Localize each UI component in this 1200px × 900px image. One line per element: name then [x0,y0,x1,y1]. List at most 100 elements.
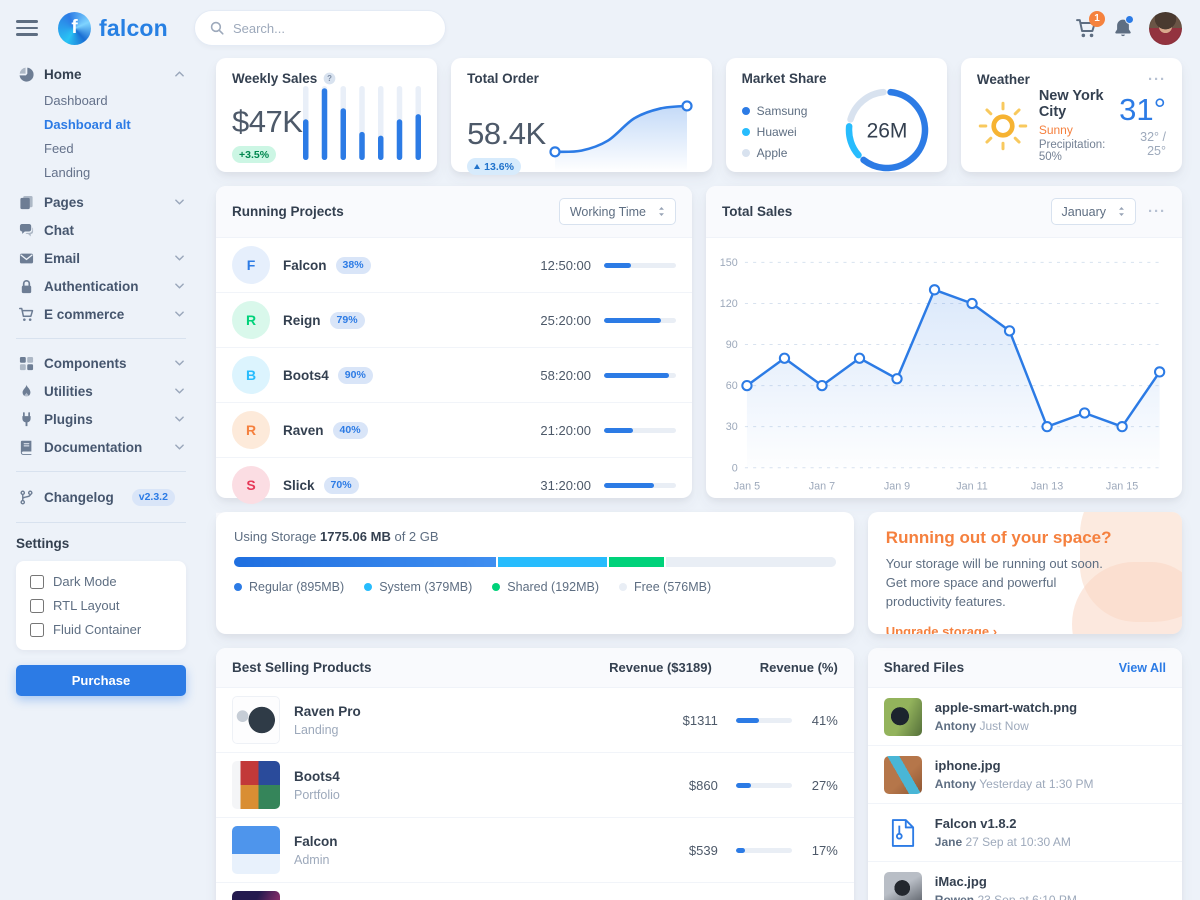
checkbox[interactable] [30,574,44,589]
project-avatar: R [232,301,270,339]
chevron-down-icon [175,255,184,261]
sidebar-item-documentation[interactable]: Documentation [16,433,186,461]
sidebar-item-utilities[interactable]: Utilities [16,377,186,405]
sidebar-subitem-dashboard-alt[interactable]: Dashboard alt [44,116,131,132]
sidebar-subitem-feed[interactable]: Feed [44,140,74,156]
sidebar-item-pages[interactable]: Pages [16,188,186,216]
sidebar-item-label: Components [44,355,127,371]
upgrade-storage-link[interactable]: Upgrade storage › [885,623,998,634]
best-selling-title: Best Selling Products [232,660,372,675]
brand-logo[interactable]: f falcon [58,11,168,45]
user-avatar[interactable] [1149,11,1182,45]
file-owner: Antony [934,777,977,791]
checkbox[interactable] [30,598,44,613]
comments-icon [18,223,34,238]
project-time: 25:20:00 [540,312,591,328]
product-category: Landing [294,722,339,737]
sidebar-item-email[interactable]: Email [16,244,186,272]
legend-dot [741,127,750,136]
product-price: $860 [688,777,718,793]
file-name-link[interactable]: iMac.jpg [934,874,987,889]
weather-precipitation: Precipitation: 50% [1038,139,1106,163]
project-name-link[interactable]: Boots4 [283,367,329,383]
product-name-link[interactable]: Slick [294,899,333,900]
total-order-title: Total Order [467,71,539,86]
project-time: 31:20:00 [540,477,591,493]
sidebar-item-chat[interactable]: Chat [16,216,186,244]
sidebar-item-changelog[interactable]: Changelog v2.3.2 [16,482,186,512]
legend-item-apple: Apple [741,146,808,160]
sidebar-item-label: E commerce [44,306,125,322]
file-name-link[interactable]: Falcon v1.8.2 [934,816,1017,831]
promo-body: Your storage will be running out soon. G… [885,556,1103,609]
sidebar-item-label: Email [44,250,81,266]
sort-icon [659,206,664,217]
file-name-link[interactable]: iphone.jpg [934,758,1001,773]
product-name-link[interactable]: Raven Pro [294,703,361,719]
weekly-sales-title: Weekly Sales [232,71,318,86]
file-owner: Rowen [934,893,975,900]
search-box[interactable] [193,10,446,46]
running-projects-title: Running Projects [232,204,344,219]
sidebar-item-components[interactable]: Components [16,349,186,377]
search-input[interactable] [232,20,430,36]
sidebar-item-home[interactable]: Home [16,60,186,88]
sidebar-item-label: Utilities [44,383,93,399]
chevron-down-icon [175,283,184,289]
project-row: B Boots4 90% 58:20:00 [216,347,692,402]
svg-text:150: 150 [720,257,738,269]
working-time-select[interactable]: Working Time [558,198,676,225]
notifications-button[interactable] [1113,15,1134,38]
month-select[interactable]: January [1050,198,1136,225]
setting-toggle-fluid-container[interactable]: Fluid Container [30,622,172,637]
product-name-link[interactable]: Boots4 [294,768,340,784]
product-name-link[interactable]: Falcon [294,833,338,849]
file-thumbnail [883,871,922,900]
view-all-link[interactable]: View All [1118,660,1166,675]
storage-legend-item: Free (576MB) [619,580,711,594]
setting-toggle-dark-mode[interactable]: Dark Mode [30,574,172,589]
help-icon[interactable]: ? [323,72,336,85]
checkbox[interactable] [30,622,44,637]
storage-card: Using Storage 1775.06 MB of 2 GB Regular… [216,512,854,634]
product-category: Portfolio [294,787,340,802]
sidebar: Home Dashboard Dashboard alt Feed Landing Pag… [0,56,200,696]
product-thumbnail [232,761,280,809]
sidebar-item-authentication[interactable]: Authentication [16,272,186,300]
hamburger-menu-icon[interactable] [16,16,38,40]
file-name-link[interactable]: apple-smart-watch.png [934,700,1078,715]
chevron-up-icon [175,71,184,77]
project-progress-bar [604,317,676,323]
project-name-link[interactable]: Slick [283,477,315,493]
legend-dot [234,583,242,591]
project-name-link[interactable]: Raven [283,422,324,438]
project-row: R Raven 40% 21:20:00 [216,402,692,457]
settings-panel: Dark Mode RTL Layout Fluid Container [16,561,186,650]
sidebar-subitem-landing[interactable]: Landing [44,164,91,180]
chevron-down-icon [175,388,184,394]
cart-button[interactable]: 1 [1076,10,1105,39]
pie-chart-icon [18,67,34,82]
chevron-down-icon [175,416,184,422]
sidebar-item-e-commerce[interactable]: E commerce [16,300,186,328]
weather-menu-button[interactable]: ··· [1147,71,1166,88]
puzzle-icon [18,356,34,371]
product-percent: 17% [811,842,838,858]
svg-text:30: 30 [726,421,738,433]
storage-legend-item: System (379MB) [364,580,472,594]
product-price: $539 [688,842,718,858]
project-name-link[interactable]: Reign [283,312,321,328]
sidebar-item-plugins[interactable]: Plugins [16,405,186,433]
sidebar-divider [16,471,186,472]
purchase-button[interactable]: Purchase [16,665,186,696]
setting-toggle-rtl-layout[interactable]: RTL Layout [30,598,172,613]
sidebar-item-label: Chat [44,222,74,238]
market-share-card: Market Share Samsung Huawei Apple 26M [725,58,947,172]
sidebar-subitem-dashboard[interactable]: Dashboard [44,92,108,108]
project-name-link[interactable]: Falcon [283,257,327,273]
total-order-value: 58.4K [467,116,546,151]
legend-label: Regular (895MB) [249,580,345,594]
total-sales-menu-button[interactable]: ··· [1148,203,1166,220]
storage-promo-card: Running out of your space? Your storage … [867,512,1182,634]
chevron-down-icon [175,311,184,317]
